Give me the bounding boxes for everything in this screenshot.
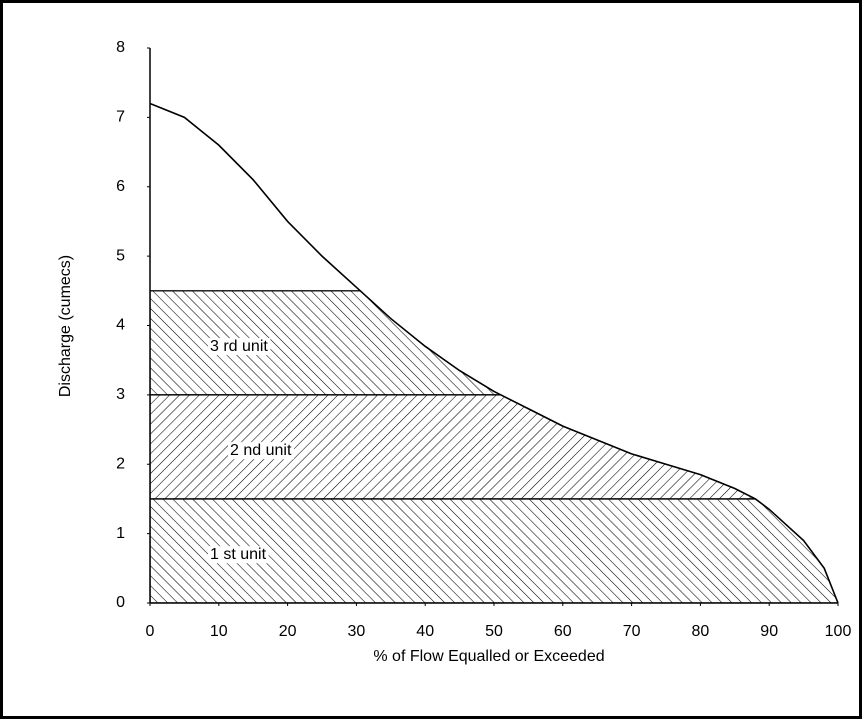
x-tick-label: 0 [146,623,155,640]
y-tick-label: 7 [116,109,125,126]
band-label: 2 nd unit [230,442,292,459]
band-label-bg [208,546,269,564]
y-tick-label: 3 [116,386,125,403]
x-tick-label: 70 [623,623,641,640]
x-tick-label: 10 [210,623,228,640]
y-tick-label: 8 [116,39,125,56]
flow-curve [149,102,839,604]
x-tick-label: 20 [279,623,297,640]
y-tick-label: 1 [116,525,125,542]
x-tick-label: 40 [416,623,434,640]
x-tick-label: 50 [485,623,503,640]
x-tick-label: 60 [554,623,572,640]
y-axis-title: Discharge (cumecs) [57,255,74,397]
y-tick-label: 6 [116,178,125,195]
band-label: 3 rd unit [210,338,268,355]
band-label: 1 st unit [210,546,267,563]
y-tick-label: 2 [116,455,125,472]
x-axis-title: % of Flow Equalled or Exceeded [373,648,604,665]
y-tick-label: 5 [116,247,125,264]
x-tick-label: 100 [825,623,852,640]
y-tick-label: 4 [116,317,125,334]
y-tick-label: 0 [116,594,125,611]
x-tick-label: 80 [692,623,710,640]
x-tick-label: 90 [760,623,778,640]
band-label-bg [228,442,294,460]
band-label-bg [208,338,271,356]
x-tick-label: 30 [348,623,366,640]
